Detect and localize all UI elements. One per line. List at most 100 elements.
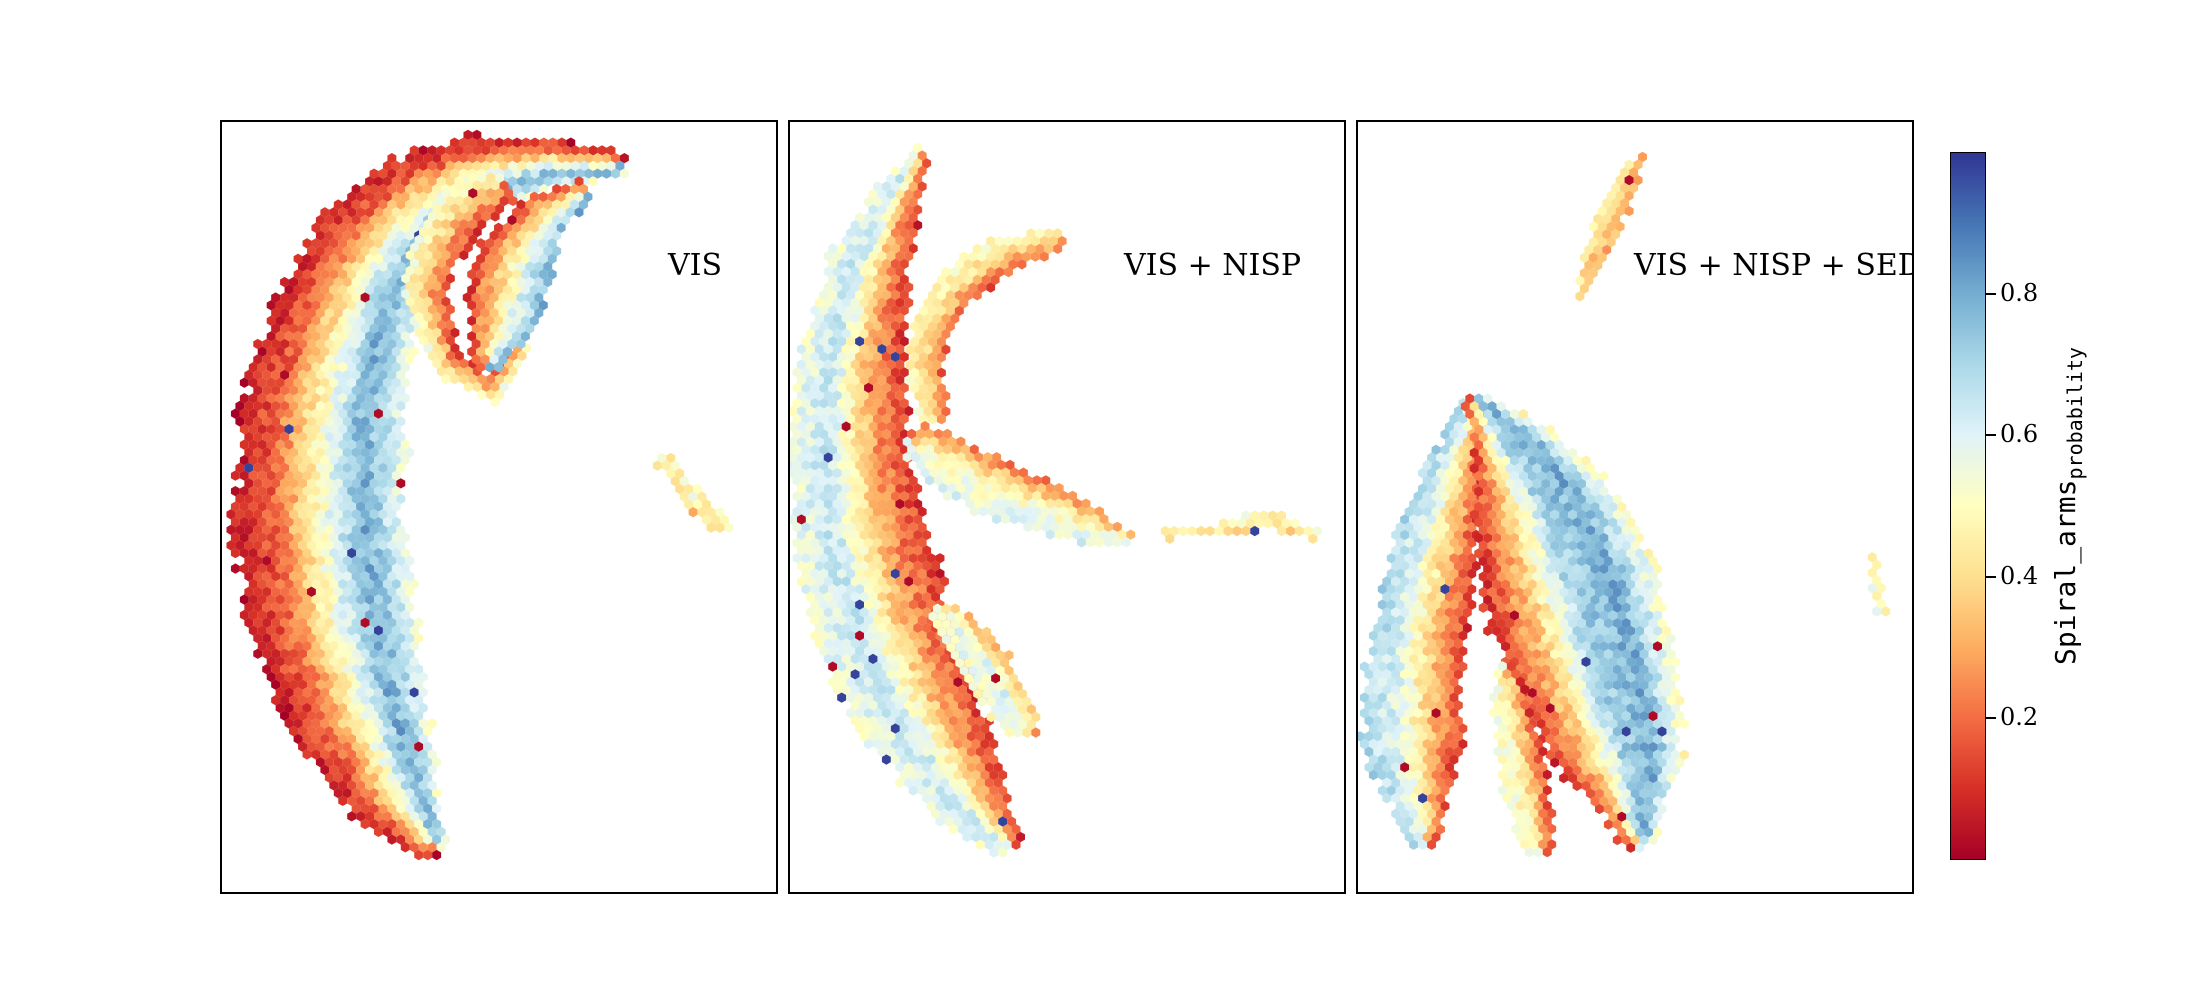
hex-bin: [908, 196, 918, 208]
hex-bin: [427, 811, 437, 822]
hex-bin: [1368, 738, 1378, 750]
hex-bin: [311, 671, 321, 683]
hex-bin: [1577, 463, 1586, 474]
hex-bin: [320, 331, 330, 342]
hex-bin: [396, 214, 406, 226]
hex-bin: [972, 290, 982, 301]
hex-bin: [864, 676, 874, 688]
hex-bin: [311, 377, 321, 388]
hex-bin: [922, 746, 932, 757]
hex-bin: [369, 478, 379, 489]
hex-bin: [427, 795, 437, 807]
hex-bin: [432, 250, 442, 261]
hex-bin: [400, 733, 410, 745]
hex-bin: [257, 393, 267, 404]
hex-bin: [832, 514, 842, 525]
hex-bin: [230, 532, 240, 543]
hex-bin: [1449, 460, 1459, 471]
hex-bin: [311, 656, 321, 667]
hex-bin: [1440, 676, 1450, 688]
hex-bin: [382, 563, 392, 574]
hex-bin: [855, 723, 865, 734]
hex-bin: [832, 405, 842, 417]
hex-bin: [1427, 715, 1437, 727]
hex-bin: [253, 648, 263, 659]
hex-bin: [837, 460, 847, 471]
hex-bin: [1510, 408, 1519, 420]
hex-bin: [468, 373, 478, 385]
hex-bin: [547, 238, 557, 249]
hex-bin: [1590, 610, 1600, 621]
hex-bin: [1422, 568, 1432, 579]
panel-label-vis: VIS: [668, 248, 723, 283]
hex-bin: [338, 423, 348, 435]
hex-bin: [315, 323, 325, 334]
hex-bin: [391, 300, 401, 311]
hex-bin: [1599, 532, 1609, 544]
hex-bin: [904, 731, 914, 742]
hex-bin: [351, 571, 361, 582]
hex-bin: [579, 199, 588, 210]
hex-bin: [481, 211, 491, 222]
hex-bin: [873, 227, 882, 239]
hex-bin: [436, 842, 446, 853]
hex-bin: [792, 367, 802, 378]
hex-bin: [841, 684, 851, 696]
hex-bin: [1400, 514, 1410, 525]
hex-bin: [935, 754, 945, 765]
hex-bin: [1527, 501, 1537, 513]
hex-bin: [913, 514, 923, 525]
hex-bin: [1449, 723, 1459, 734]
hex-bin: [679, 476, 689, 487]
hex-bin: [333, 354, 343, 365]
hex-bin: [342, 509, 352, 520]
hex-bin: [895, 328, 905, 339]
hex-bin: [792, 537, 802, 548]
hex-bin: [1670, 703, 1680, 714]
hex-bin: [356, 485, 366, 497]
hex-bin: [306, 354, 316, 365]
hex-bin: [530, 183, 540, 195]
hex-bin: [1427, 545, 1437, 556]
hex-bin: [306, 741, 316, 752]
hex-bin: [1205, 525, 1215, 537]
hex-bin: [1666, 679, 1676, 691]
hex-bin: [516, 261, 526, 272]
hex-bin: [486, 172, 496, 183]
hex-bin: [374, 795, 383, 807]
hex-bin: [369, 726, 379, 737]
hex-bin: [899, 274, 909, 285]
hex-bin: [1585, 587, 1595, 598]
hex-bin: [262, 509, 272, 520]
hex-bin: [886, 390, 896, 401]
hex-bin: [1550, 463, 1560, 474]
hex-bin: [239, 563, 249, 574]
hex-bin: [1612, 741, 1622, 753]
hex-bin: [1395, 615, 1405, 626]
hex-bin: [1444, 560, 1454, 572]
hex-bin: [1002, 824, 1012, 835]
hex-bin: [530, 152, 540, 164]
hex-bin: [1449, 475, 1459, 486]
hex-bin: [1572, 687, 1582, 699]
hex-bin: [293, 687, 303, 698]
hex-bin: [1436, 467, 1445, 479]
hex-bin: [520, 331, 530, 342]
hex-bin: [814, 607, 824, 618]
hex-bin: [1523, 525, 1533, 536]
hex-bin: [253, 431, 263, 443]
hex-bin: [1590, 625, 1600, 637]
hex-bin: [980, 769, 990, 781]
hex-bin: [968, 649, 978, 661]
hex-bin: [378, 354, 388, 365]
hex-bin: [823, 297, 833, 308]
hex-bin: [886, 359, 896, 370]
hex-bin: [913, 591, 923, 603]
hex-bin: [850, 700, 860, 711]
hex-bin: [302, 532, 312, 543]
hex-bin: [468, 172, 478, 183]
hex-bin: [1254, 518, 1264, 529]
hex-bin: [1496, 587, 1506, 598]
hex-bin: [365, 207, 375, 218]
hex-bin: [864, 584, 874, 595]
